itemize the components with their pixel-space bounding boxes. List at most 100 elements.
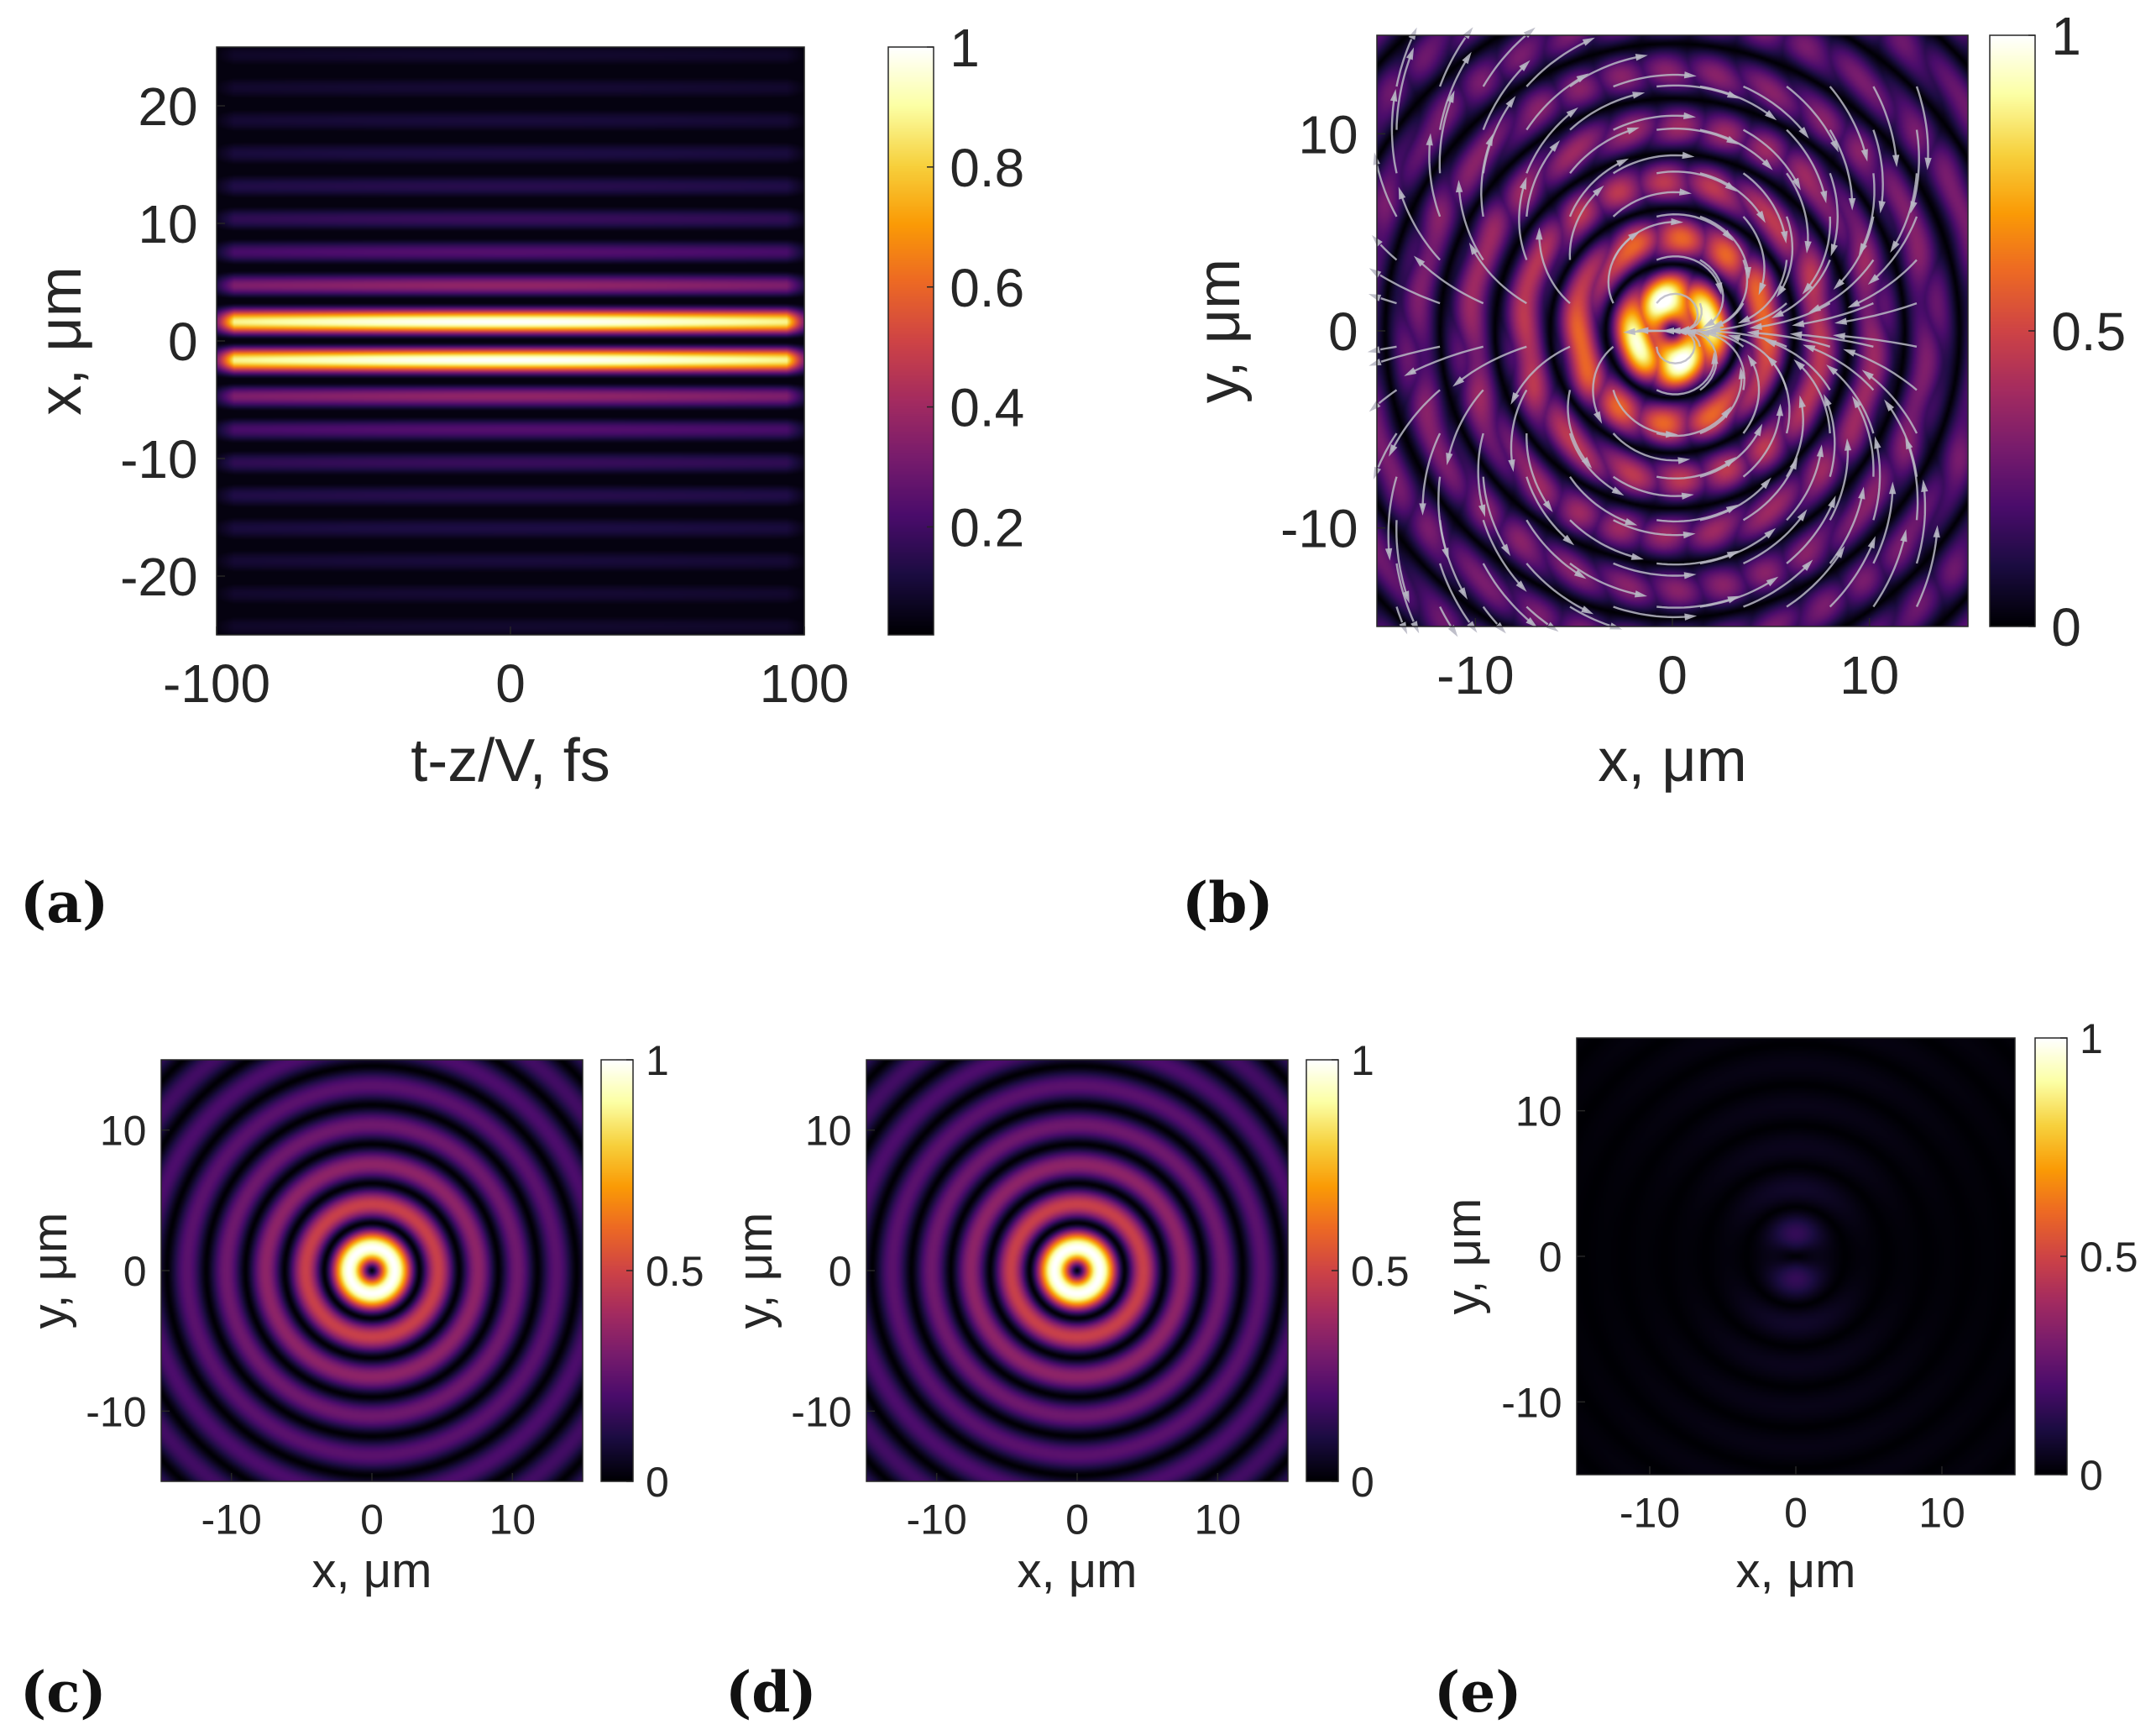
- streamline-arrow: [1708, 326, 1721, 333]
- y-tick-label: 20: [138, 76, 197, 137]
- streamline: [1612, 432, 1683, 462]
- streamline-arrow: [1635, 54, 1648, 61]
- streamline-arrow: [1888, 481, 1897, 495]
- streamline-arrow: [1771, 309, 1784, 318]
- streamline-arrow: [1682, 531, 1696, 539]
- streamline-arrow: [1820, 191, 1828, 204]
- streamline: [1391, 389, 1441, 451]
- streamline: [1525, 145, 1557, 218]
- y-tick-label: -10: [1501, 1379, 1562, 1426]
- streamline: [1814, 259, 1875, 311]
- x-tick-label: 0: [1065, 1497, 1089, 1544]
- streamline: [1482, 101, 1513, 174]
- streamline-arrow: [1447, 625, 1458, 637]
- streamline-arrow: [1848, 198, 1856, 211]
- x-axis-label: x, μm: [1018, 1544, 1138, 1598]
- streamline-arrow: [1776, 403, 1784, 417]
- streamline: [1380, 345, 1441, 363]
- streamline: [1872, 216, 1918, 280]
- streamline-arrow: [1593, 411, 1603, 424]
- streamline-arrow: [1623, 328, 1635, 336]
- x-tick-label: 10: [489, 1497, 536, 1544]
- x-axis-label: t-z/V, fs: [411, 727, 610, 794]
- streamline: [1656, 330, 1696, 364]
- streamline: [1569, 93, 1638, 131]
- streamline-arrow: [1835, 546, 1845, 558]
- colorbar-tick-label: 1: [1351, 1037, 1374, 1084]
- y-tick-label: 0: [1539, 1234, 1562, 1281]
- streamline-arrow: [1761, 477, 1771, 490]
- streamline: [1744, 259, 1788, 322]
- streamline-arrow: [1368, 268, 1382, 278]
- streamline-arrow: [1458, 587, 1468, 600]
- streamline-arrow: [1802, 282, 1813, 295]
- streamline: [1786, 402, 1804, 478]
- streamline-arrow: [1892, 155, 1900, 168]
- streamline: [1439, 605, 1452, 627]
- streamline-arrow: [1703, 318, 1715, 328]
- streamline-arrow: [1508, 459, 1515, 472]
- streamline-arrow: [1758, 282, 1766, 296]
- streamline-arrow: [1847, 299, 1860, 308]
- colorbar-tick-label: 1: [2080, 1015, 2103, 1062]
- streamline: [1612, 475, 1687, 497]
- streamline: [1569, 519, 1637, 559]
- streamline-arrow: [1592, 185, 1604, 197]
- streamline-arrow: [1867, 274, 1880, 286]
- streamline: [1567, 390, 1588, 464]
- streamline: [1525, 605, 1549, 626]
- streamline-arrow: [1581, 457, 1593, 469]
- streamline-arrow: [1798, 395, 1806, 408]
- streamline: [1809, 346, 1875, 391]
- panel-label: (b): [1182, 870, 1274, 936]
- streamline: [1699, 128, 1769, 166]
- streamline: [1390, 96, 1398, 174]
- streamline-arrow: [1494, 621, 1506, 634]
- streamline: [1699, 85, 1771, 117]
- streamline-arrow: [1681, 492, 1694, 500]
- streamline-arrow: [1754, 423, 1763, 437]
- streamline: [1569, 128, 1633, 175]
- y-tick-label: 0: [168, 312, 198, 372]
- streamline-arrow: [1921, 480, 1928, 493]
- streamline: [1742, 216, 1766, 289]
- streamline: [1518, 183, 1528, 260]
- streamline-arrow: [1426, 133, 1433, 146]
- streamline-arrow: [1632, 92, 1646, 99]
- y-tick-label: 10: [100, 1108, 147, 1155]
- streamline-arrow: [1405, 47, 1415, 60]
- streamline-arrow: [1803, 344, 1816, 353]
- streamline: [1438, 37, 1467, 87]
- streamline-arrow: [1582, 37, 1595, 46]
- streamline-arrow: [1756, 210, 1766, 223]
- streamline: [1400, 193, 1441, 261]
- heatmap-image: [161, 1060, 583, 1481]
- streamline: [1786, 451, 1822, 522]
- streamline: [1569, 55, 1641, 87]
- streamline: [1786, 172, 1809, 246]
- streamline: [1743, 564, 1808, 608]
- streamline: [1829, 445, 1850, 521]
- panel-e: -10 0 10 -10 0 10 x, μm y, μm 0 0.5 1 (e): [1434, 1015, 2138, 1725]
- streamline: [1742, 360, 1761, 434]
- streamline: [1482, 563, 1533, 624]
- streamline-arrow: [1924, 157, 1932, 170]
- streamline: [1457, 187, 1484, 261]
- streamline: [1438, 97, 1453, 174]
- streamline-arrow: [1446, 453, 1453, 466]
- streamline: [1699, 579, 1773, 608]
- streamline: [1699, 532, 1771, 565]
- streamline: [1525, 519, 1581, 576]
- streamline: [1742, 411, 1782, 478]
- streamline-arrow: [1671, 218, 1684, 226]
- streamline: [1395, 54, 1412, 130]
- streamline-arrow: [1581, 605, 1594, 615]
- streamline: [1656, 212, 1730, 237]
- streamline-arrow: [1860, 149, 1868, 162]
- colorbar-tick-label: 0.5: [2051, 301, 2126, 362]
- streamline-arrow: [1789, 331, 1803, 338]
- streamline-arrow: [1455, 180, 1463, 193]
- streamline: [1569, 605, 1610, 627]
- streamline-arrow: [1808, 304, 1822, 313]
